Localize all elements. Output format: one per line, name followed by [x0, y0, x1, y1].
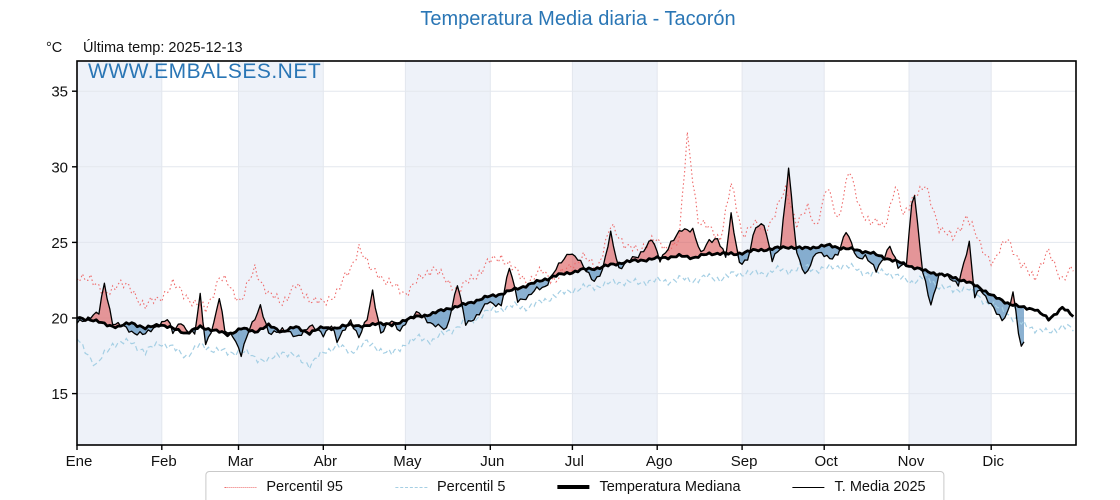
svg-text:Oct: Oct: [815, 453, 839, 470]
legend-item-mediana: Temperatura Mediana: [557, 479, 741, 495]
svg-text:30: 30: [51, 159, 68, 176]
svg-text:25: 25: [51, 235, 68, 252]
svg-text:Jun: Jun: [480, 453, 504, 470]
svg-text:Abr: Abr: [314, 453, 337, 470]
svg-text:Ene: Ene: [66, 453, 93, 470]
temperature-chart: 15 20 25 30 35 Ene Feb Mar Abr May Jun Jul Ago Sep Oct…: [51, 60, 1077, 470]
legend-label: Temperatura Mediana: [599, 479, 741, 495]
svg-text:Dic: Dic: [982, 453, 1004, 470]
last-temp-annotation: Última temp: 2025-12-13: [83, 40, 243, 56]
mediana-line-swatch: [557, 485, 590, 489]
svg-text:Nov: Nov: [898, 453, 925, 470]
legend-label: Percentil 95: [266, 479, 343, 495]
page-title: Temperatura Media diaria - Tacorón: [420, 8, 736, 30]
legend-label: T. Media 2025: [834, 479, 926, 495]
svg-text:Ago: Ago: [646, 453, 673, 470]
svg-text:Mar: Mar: [228, 453, 254, 470]
t-media-2025-line-swatch: [792, 486, 825, 488]
svg-text:Jul: Jul: [565, 453, 584, 470]
svg-text:May: May: [393, 453, 422, 470]
legend-label: Percentil 5: [436, 479, 506, 495]
percentil-5-line-swatch: [394, 486, 427, 488]
watermark: WWW.EMBALSES.NET: [88, 60, 322, 83]
svg-text:20: 20: [51, 311, 68, 328]
percentil-95-line-swatch: [224, 486, 257, 488]
legend-item-percentil-95: Percentil 95: [224, 479, 343, 495]
legend-item-t-media-2025: T. Media 2025: [792, 479, 926, 495]
svg-text:15: 15: [51, 386, 68, 403]
y-axis-unit-label: °C: [46, 40, 63, 56]
legend-item-percentil-5: Percentil 5: [394, 479, 506, 495]
legend: Percentil 95 Percentil 5 Temperatura Med…: [205, 471, 945, 500]
svg-text:Sep: Sep: [731, 453, 758, 470]
svg-text:35: 35: [51, 84, 68, 101]
svg-text:Feb: Feb: [151, 453, 177, 470]
